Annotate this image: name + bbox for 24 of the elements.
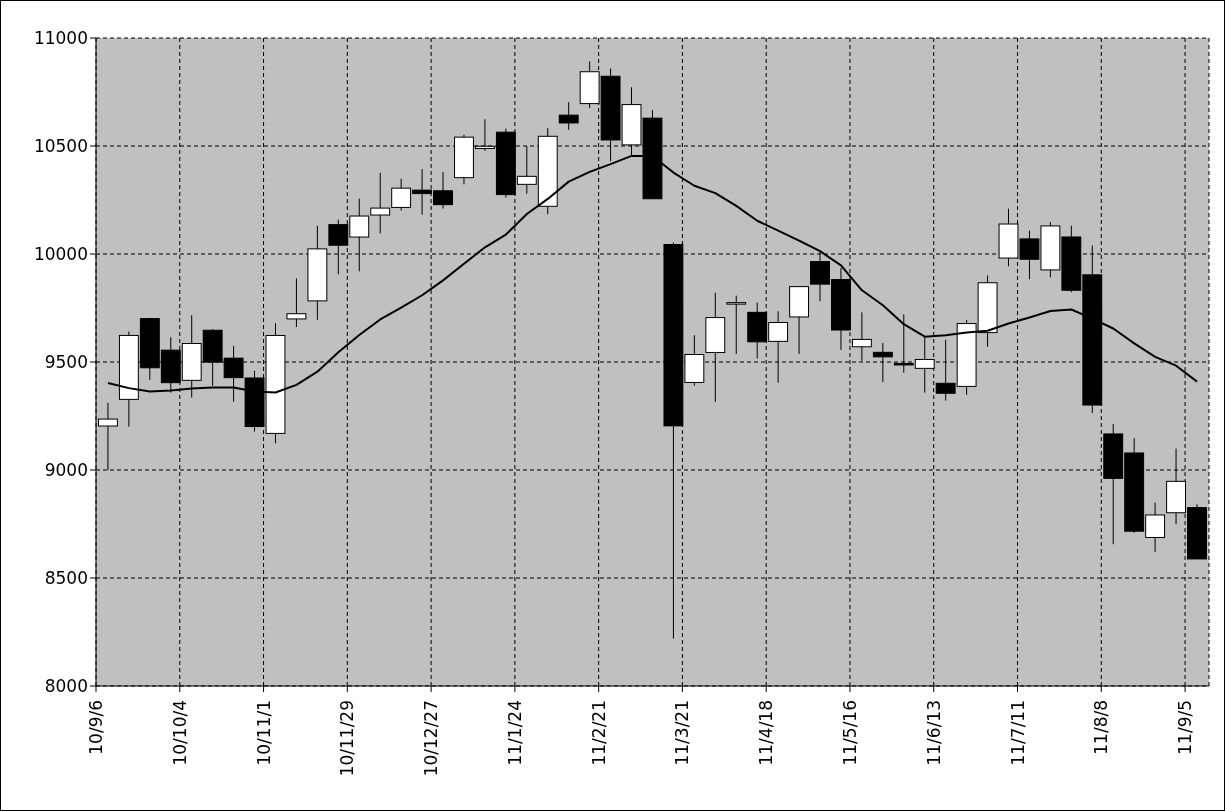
candlestick xyxy=(726,295,747,355)
y-tick-label: 8500 xyxy=(44,568,88,589)
y-tick-label: 8000 xyxy=(44,676,88,697)
x-tick-label: 11/9/5 xyxy=(1175,700,1196,755)
x-tick-label: 11/7/11 xyxy=(1007,700,1028,766)
x-tick-label: 10/11/29 xyxy=(337,700,358,777)
candlestick xyxy=(558,101,579,131)
x-tick-label: 10/10/4 xyxy=(169,700,190,766)
x-tick-label: 10/11/1 xyxy=(253,700,274,766)
x-tick-label: 11/4/18 xyxy=(756,700,777,766)
x-tick-label: 11/1/24 xyxy=(504,700,525,766)
y-tick-label: 10000 xyxy=(33,244,88,265)
x-tick-label: 10/9/6 xyxy=(86,700,106,755)
y-tick-label: 9000 xyxy=(44,460,88,481)
candlestick xyxy=(286,277,307,328)
x-tick-label: 11/2/21 xyxy=(588,700,609,766)
x-tick-label: 11/8/8 xyxy=(1091,700,1112,755)
y-tick-label: 11000 xyxy=(33,28,88,49)
x-tick-label: 11/3/21 xyxy=(672,700,693,766)
x-tick-label: 11/6/13 xyxy=(923,700,944,766)
x-tick-label: 11/5/16 xyxy=(839,700,860,766)
y-tick-label: 9500 xyxy=(44,352,88,373)
y-tick-label: 10500 xyxy=(33,136,88,157)
x-tick-label: 10/12/27 xyxy=(421,700,442,777)
